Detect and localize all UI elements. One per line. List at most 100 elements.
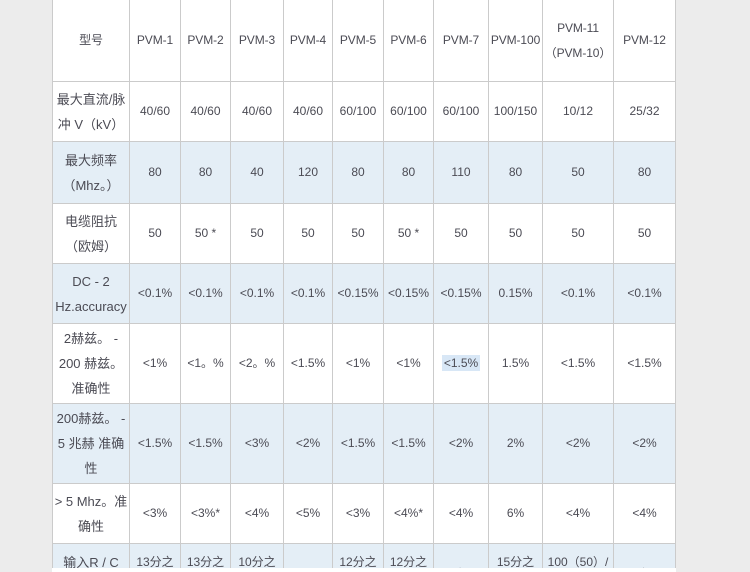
spec-cell: 110 bbox=[433, 141, 489, 204]
spec-cell: 50 * bbox=[180, 203, 231, 264]
spec-cell: 10/12 bbox=[542, 81, 614, 142]
row-label: 最大直流/脉冲 V（kV） bbox=[52, 81, 130, 142]
spec-cell: <2。% bbox=[230, 323, 284, 404]
column-header: PVM-3 bbox=[230, 0, 284, 82]
spec-cell: <0.1% bbox=[542, 263, 614, 324]
spec-cell: 50 bbox=[283, 203, 333, 264]
spec-cell: 10分之400 bbox=[230, 543, 284, 572]
column-header: PVM-11（PVM-10） bbox=[542, 0, 614, 82]
spec-cell: 9分之400 bbox=[433, 543, 489, 572]
row-label: 最大频率 （Mhz。） bbox=[52, 141, 130, 204]
column-header: PVM-4 bbox=[283, 0, 333, 82]
spec-cell: 50 bbox=[433, 203, 489, 264]
table-row: 最大频率 （Mhz。） 80 80 40 120 80 80 110 80 50 80 bbox=[52, 141, 676, 204]
spec-cell: <0.15% bbox=[383, 263, 434, 324]
spec-cell: 40/60 bbox=[180, 81, 231, 142]
spec-cell: <4%* bbox=[383, 483, 434, 544]
table-row: 电缆阻抗（欧姆） 50 50 * 50 50 50 50 * 50 50 50 50 bbox=[52, 203, 676, 264]
column-header: PVM-5 bbox=[332, 0, 384, 82]
spec-cell: 12分之400 bbox=[332, 543, 384, 572]
table-row: DC - 2 Hz.accuracy <0.1% <0.1% <0.1% <0.1% <0… bbox=[52, 263, 676, 324]
spec-cell: <2% bbox=[542, 403, 614, 484]
spec-cell: 7分之300 bbox=[613, 543, 676, 572]
spec-cell: <3% bbox=[230, 403, 284, 484]
header-row: 型号 PVM-1 PVM-2 PVM-3 PVM-4 PVM-5 PVM-6 PVM-7 PVM… bbox=[52, 0, 676, 82]
row-label: 200赫兹。 - 5 兆赫 准确性 bbox=[52, 403, 130, 484]
row-label: 电缆阻抗（欧姆） bbox=[52, 203, 130, 264]
spec-cell: 120 bbox=[283, 141, 333, 204]
spec-cell: 25/32 bbox=[613, 81, 676, 142]
spec-cell: 50 * bbox=[383, 203, 434, 264]
table-row: 2赫兹。 - 200 赫兹。准确性 <1% <1。% <2。% <1.5% <1% <1% <… bbox=[52, 323, 676, 404]
spec-cell: 40/60 bbox=[283, 81, 333, 142]
spec-cell: 50 bbox=[542, 203, 614, 264]
spec-cell: 40 bbox=[230, 141, 284, 204]
row-label: 2赫兹。 - 200 赫兹。准确性 bbox=[52, 323, 130, 404]
spec-cell: <3%* bbox=[180, 483, 231, 544]
spec-cell: 80 bbox=[180, 141, 231, 204]
spec-cell: 60/100 bbox=[332, 81, 384, 142]
spec-cell: 80 bbox=[488, 141, 543, 204]
row-label: 输入R / C（兆欧/ pf） bbox=[52, 543, 130, 572]
spec-cell: <1.5% bbox=[433, 323, 489, 404]
spec-cell: 50 bbox=[542, 141, 614, 204]
spec-cell: <3% bbox=[129, 483, 181, 544]
spec-cell: 2% bbox=[488, 403, 543, 484]
spec-cell: 40/60 bbox=[230, 81, 284, 142]
highlighted-value: <1.5% bbox=[441, 355, 481, 371]
spec-cell: <1.5% bbox=[542, 323, 614, 404]
spec-table-body: 最大直流/脉冲 V（kV） 40/60 40/60 40/60 40/60 60/100 6… bbox=[52, 81, 676, 572]
spec-cell: <0.15% bbox=[332, 263, 384, 324]
spec-cell: <4% bbox=[613, 483, 676, 544]
spec-cell: 50 bbox=[230, 203, 284, 264]
spec-cell: 100（50）/ 15 bbox=[542, 543, 614, 572]
table-row: 最大直流/脉冲 V（kV） 40/60 40/60 40/60 40/60 60/100 6… bbox=[52, 81, 676, 142]
spec-cell: <2% bbox=[613, 403, 676, 484]
column-header: PVM-6 bbox=[383, 0, 434, 82]
spec-cell: 12分之400 bbox=[383, 543, 434, 572]
spec-cell: 80 bbox=[383, 141, 434, 204]
spec-cell: 13分之400 bbox=[129, 543, 181, 572]
spec-cell: <2% bbox=[433, 403, 489, 484]
table-row: > 5 Mhz。准确性 <3% <3%* <4% <5% <3% <4%* <4% 6% <4% <… bbox=[52, 483, 676, 544]
spec-cell: 100/150 bbox=[488, 81, 543, 142]
spec-cell: <1% bbox=[332, 323, 384, 404]
spec-cell: <5% bbox=[283, 483, 333, 544]
spec-cell: 13分之400 bbox=[180, 543, 231, 572]
spec-cell: <4% bbox=[433, 483, 489, 544]
column-header: PVM-7 bbox=[433, 0, 489, 82]
spec-cell: 50 bbox=[488, 203, 543, 264]
spec-cell: 50 bbox=[613, 203, 676, 264]
spec-cell: <1.5% bbox=[180, 403, 231, 484]
spec-table: 型号 PVM-1 PVM-2 PVM-3 PVM-4 PVM-5 PVM-6 PVM-7 PVM… bbox=[52, 0, 676, 572]
row-label: > 5 Mhz。准确性 bbox=[52, 483, 130, 544]
spec-cell: <1% bbox=[383, 323, 434, 404]
spec-cell: <1% bbox=[129, 323, 181, 404]
spec-cell: <0.15% bbox=[433, 263, 489, 324]
spec-cell: <0.1% bbox=[230, 263, 284, 324]
spec-cell: 6% bbox=[488, 483, 543, 544]
spec-cell: 400/8 bbox=[283, 543, 333, 572]
spec-cell: 80 bbox=[613, 141, 676, 204]
spec-cell: <1.5% bbox=[129, 403, 181, 484]
column-header: PVM-100 bbox=[488, 0, 543, 82]
spec-cell: 80 bbox=[129, 141, 181, 204]
spec-cell: <4% bbox=[230, 483, 284, 544]
spec-cell: 50 bbox=[129, 203, 181, 264]
model-column-header: 型号 bbox=[52, 0, 130, 82]
spec-cell: 1.5% bbox=[488, 323, 543, 404]
column-header: PVM-1 bbox=[129, 0, 181, 82]
spec-cell: 60/100 bbox=[383, 81, 434, 142]
spec-cell: <1。% bbox=[180, 323, 231, 404]
spec-cell: <1.5% bbox=[283, 323, 333, 404]
table-row: 输入R / C（兆欧/ pf）13分之40013分之40010分之400400/… bbox=[52, 543, 676, 572]
row-label: DC - 2 Hz.accuracy bbox=[52, 263, 130, 324]
spec-cell: <2% bbox=[283, 403, 333, 484]
spec-cell: <0.1% bbox=[613, 263, 676, 324]
spec-cell: 40/60 bbox=[129, 81, 181, 142]
spec-cell: 50 bbox=[332, 203, 384, 264]
spec-cell: <3% bbox=[332, 483, 384, 544]
spec-cell: <4% bbox=[542, 483, 614, 544]
spec-cell: <0.1% bbox=[283, 263, 333, 324]
